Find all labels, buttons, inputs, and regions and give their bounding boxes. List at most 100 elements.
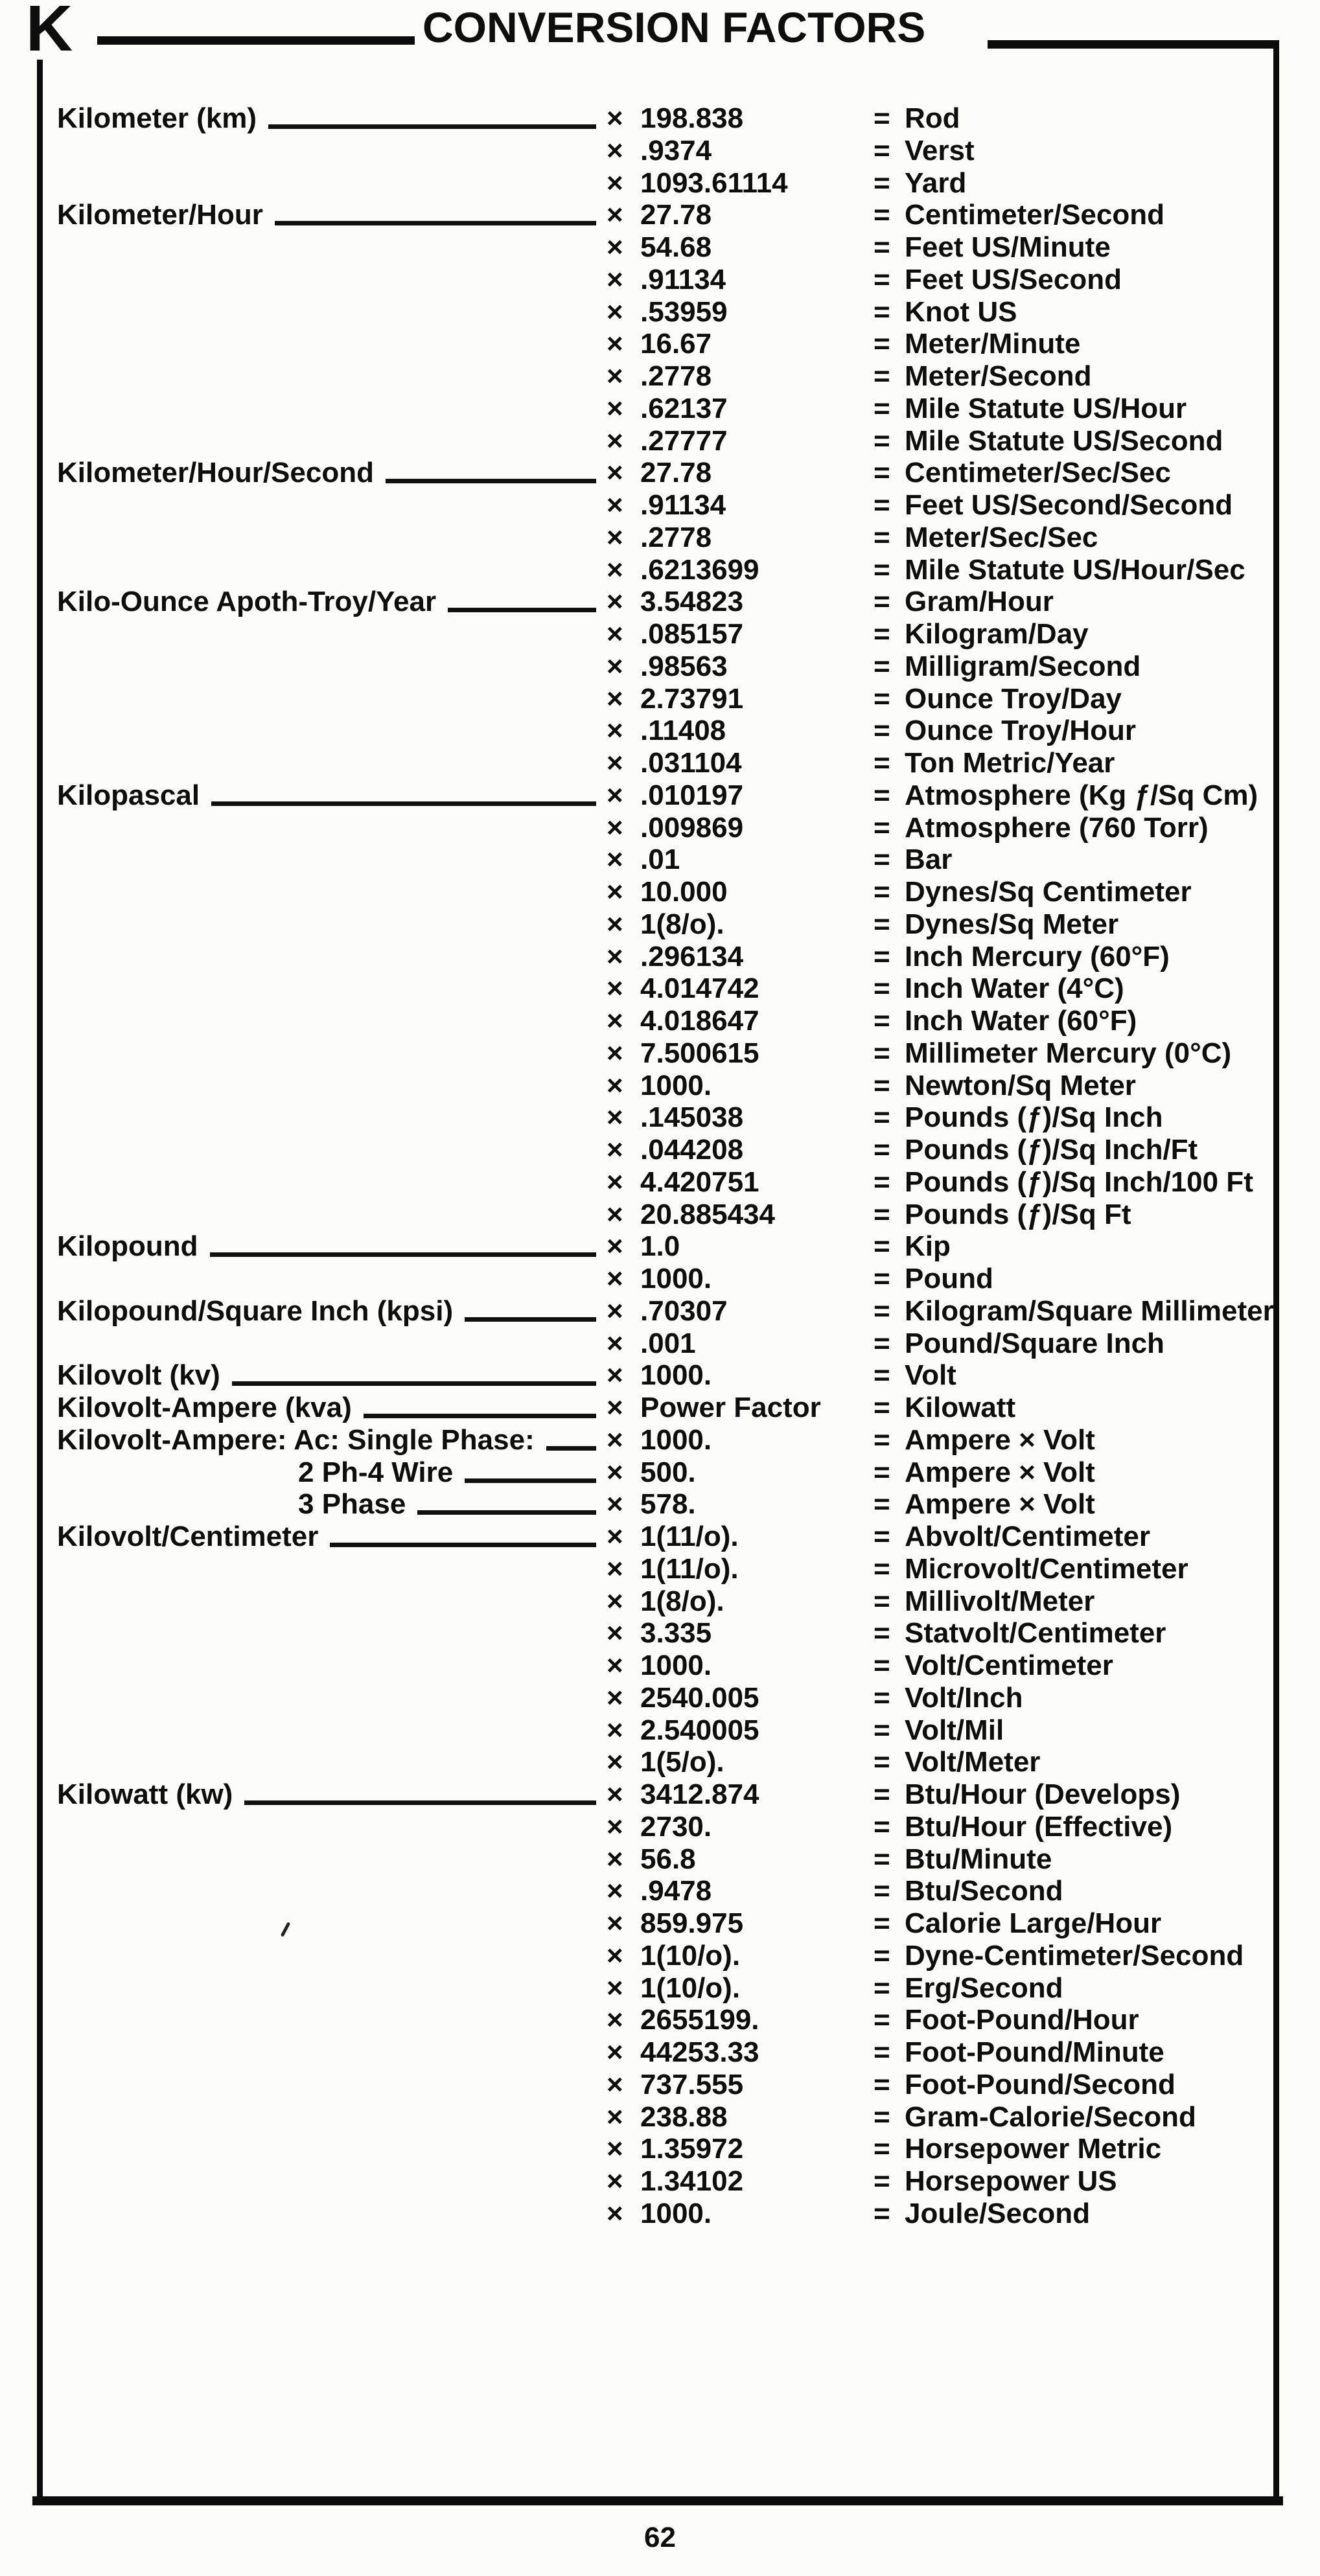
result-cell: = Ampere × Volt — [874, 1424, 1275, 1456]
conversion-row: × 56.8 = Btu/Minute — [57, 1843, 1275, 1876]
target-unit-label: Volt/Meter — [905, 1746, 1041, 1778]
conversion-row: × 1.34102 = Horsepower US — [57, 2165, 1275, 2198]
conversion-row: Kilowatt (kw) × 3412.874 = Btu/Hour (Dev… — [57, 1778, 1275, 1811]
conversion-row: × .031104 = Ton Metric/Year — [57, 747, 1275, 779]
source-unit-cell — [57, 522, 607, 554]
target-unit-label: Newton/Sq Meter — [905, 1069, 1136, 1101]
result-cell: = Kilowatt — [874, 1392, 1275, 1424]
conversion-factor-value: 3412.874 — [640, 1778, 759, 1810]
result-cell: = Volt/Inch — [874, 1682, 1275, 1714]
result-cell: = Centimeter/Second — [874, 199, 1275, 231]
source-unit-cell — [57, 1650, 607, 1682]
equals-sign: = — [874, 1327, 890, 1359]
leader-line — [465, 1317, 596, 1322]
equals-sign: = — [874, 586, 890, 618]
target-unit-label: Dynes/Sq Centimeter — [905, 876, 1192, 908]
multiply-sign: × — [607, 940, 623, 972]
multiply-sign: × — [607, 1907, 623, 1939]
source-unit-cell: Kilovolt (kv) — [57, 1359, 607, 1392]
conversion-row: × 1000. = Joule/Second — [57, 2198, 1275, 2230]
section-letter: K — [26, 0, 73, 65]
conversion-row: × .009869 = Atmosphere (760 Torr) — [57, 812, 1275, 844]
conversion-factor-value: 20.885434 — [640, 1198, 775, 1230]
result-cell: = Millivolt/Meter — [874, 1585, 1275, 1618]
conversion-factor-value: 238.88 — [640, 2100, 728, 2133]
target-unit-label: Gram-Calorie/Second — [905, 2100, 1196, 2133]
leader-line — [417, 1510, 596, 1515]
factor-cell: × 198.838 — [607, 102, 874, 135]
result-cell: = Mile Statute US/Hour — [874, 393, 1275, 425]
result-cell: = Volt/Meter — [874, 1746, 1275, 1778]
conversion-factor-value: .11408 — [640, 715, 726, 747]
target-unit-label: Feet US/Second/Second — [905, 489, 1233, 521]
result-cell: = Rod — [874, 102, 1275, 135]
result-cell: = Meter/Sec/Sec — [874, 522, 1275, 554]
factor-cell: × 20.885434 — [607, 1199, 874, 1231]
multiply-sign: × — [607, 102, 623, 134]
multiply-sign: × — [607, 392, 623, 424]
result-cell: = Pounds (ƒ)/Sq Inch/Ft — [874, 1134, 1275, 1166]
conversion-row: × .98563 = Milligram/Second — [57, 650, 1275, 683]
frame-border-right — [1273, 40, 1279, 2501]
target-unit-label: Pound — [905, 1263, 993, 1294]
conversion-row: × .296134 = Inch Mercury (60°F) — [57, 941, 1275, 973]
factor-cell: × .009869 — [607, 812, 874, 844]
multiply-sign: × — [607, 328, 623, 360]
conversion-row: × .085157 = Kilogram/Day — [57, 618, 1275, 650]
conversion-row: Kilometer/Hour/Second × 27.78 = Centimet… — [57, 457, 1275, 489]
conversion-row: × 2.540005 = Volt/Mil — [57, 1714, 1275, 1747]
target-unit-label: Foot-Pound/Minute — [905, 2036, 1164, 2068]
conversion-row: × 1(5/o). = Volt/Meter — [57, 1746, 1275, 1778]
factor-cell: × 1(8/o). — [607, 908, 874, 941]
target-unit-label: Meter/Minute — [905, 328, 1081, 360]
factor-cell: × .085157 — [607, 618, 874, 650]
conversion-factor-value: 1000. — [640, 1359, 712, 1392]
source-unit-cell — [57, 1166, 607, 1199]
target-unit-label: Pound/Square Inch — [905, 1327, 1164, 1359]
result-cell: = Millimeter Mercury (0°C) — [874, 1037, 1275, 1070]
conversion-factor-value: 1(8/o). — [640, 1585, 724, 1617]
conversion-factor-value: .009869 — [640, 811, 744, 844]
source-unit-cell — [57, 2004, 607, 2036]
conversion-row: Kilopascal × .010197 = Atmosphere (Kg ƒ/… — [57, 779, 1275, 812]
conversion-factor-value: 56.8 — [640, 1843, 696, 1875]
source-unit-cell — [57, 812, 607, 844]
target-unit-label: Kip — [905, 1230, 951, 1263]
conversion-factor-value: 1000. — [640, 1650, 712, 1681]
factor-cell: × 7.500615 — [607, 1037, 874, 1070]
source-unit-label: 2 Ph-4 Wire — [298, 1456, 454, 1488]
result-cell: = Horsepower Metric — [874, 2133, 1275, 2165]
multiply-sign: × — [607, 2133, 623, 2165]
source-unit-label: Kilometer/Hour/Second — [57, 457, 374, 489]
result-cell: = Pounds (ƒ)/Sq Ft — [874, 1199, 1275, 1231]
conversion-row: × .044208 = Pounds (ƒ)/Sq Inch/Ft — [57, 1134, 1275, 1166]
target-unit-label: Centimeter/Second — [905, 199, 1164, 231]
factor-cell: × 1.34102 — [607, 2165, 874, 2198]
conversion-row: × 1000. = Newton/Sq Meter — [57, 1070, 1275, 1102]
result-cell: = Horsepower US — [874, 2165, 1275, 2198]
result-cell: = Knot US — [874, 296, 1275, 328]
equals-sign: = — [874, 1714, 890, 1746]
equals-sign: = — [874, 876, 890, 908]
result-cell: = Yard — [874, 167, 1275, 200]
result-cell: = Ton Metric/Year — [874, 747, 1275, 779]
target-unit-label: Erg/Second — [905, 1972, 1063, 2004]
result-cell: = Foot-Pound/Hour — [874, 2004, 1275, 2036]
conversion-row: × .2778 = Meter/Sec/Sec — [57, 522, 1275, 554]
equals-sign: = — [874, 1392, 890, 1423]
multiply-sign: × — [607, 1681, 623, 1714]
target-unit-label: Volt — [905, 1359, 956, 1392]
source-unit-cell — [57, 2069, 607, 2101]
equals-sign: = — [874, 457, 890, 489]
equals-sign: = — [874, 1746, 890, 1778]
factor-cell: × 1000. — [607, 1424, 874, 1456]
factor-cell: × 4.420751 — [607, 1166, 874, 1199]
conversion-factor-value: .031104 — [640, 747, 742, 779]
conversion-row: × .001 = Pound/Square Inch — [57, 1328, 1275, 1360]
equals-sign: = — [874, 1456, 890, 1488]
factor-cell: × 4.014742 — [607, 972, 874, 1005]
equals-sign: = — [874, 779, 890, 811]
factor-cell: × .296134 — [607, 941, 874, 973]
factor-cell: × 3412.874 — [607, 1778, 874, 1811]
source-unit-cell — [57, 393, 607, 425]
